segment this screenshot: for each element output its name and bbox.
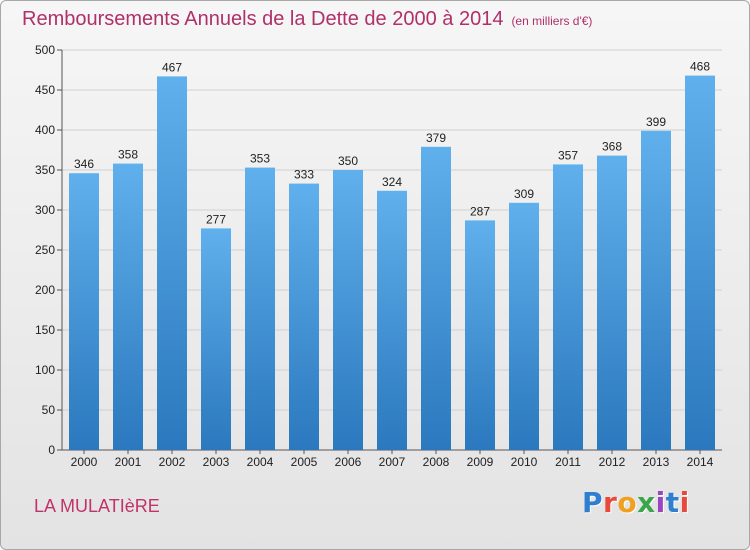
bar [201, 228, 231, 450]
y-tick-label: 350 [35, 163, 55, 177]
y-tick-label: 500 [35, 43, 55, 57]
y-tick-label: 450 [35, 83, 55, 97]
y-tick-label: 300 [35, 203, 55, 217]
logo-letter: i [655, 486, 666, 519]
bar-value-label: 368 [602, 140, 622, 154]
logo-letter: P [582, 486, 604, 519]
bar-value-label: 357 [558, 148, 578, 162]
x-tick-label: 2010 [511, 455, 538, 469]
bar-value-label: 468 [690, 60, 710, 74]
bar-value-label: 309 [514, 187, 534, 201]
bar-value-label: 324 [382, 175, 402, 189]
bar [69, 173, 99, 450]
x-tick-label: 2013 [643, 455, 670, 469]
x-tick-label: 2007 [379, 455, 406, 469]
y-tick-label: 100 [35, 363, 55, 377]
y-tick-label: 50 [42, 403, 56, 417]
proxiti-logo: Proxiti [582, 486, 690, 519]
y-tick-label: 150 [35, 323, 55, 337]
x-tick-label: 2003 [203, 455, 230, 469]
y-tick-label: 250 [35, 243, 55, 257]
bar [333, 170, 363, 450]
bar-value-label: 277 [206, 212, 226, 226]
bar-value-label: 379 [426, 131, 446, 145]
x-tick-label: 2011 [555, 455, 581, 469]
x-tick-label: 2004 [247, 455, 274, 469]
logo-letter: x [637, 486, 656, 519]
bar-value-label: 333 [294, 168, 314, 182]
y-tick-label: 200 [35, 283, 55, 297]
bar [377, 190, 407, 451]
commune-name: LA MULATIèRE [34, 496, 160, 516]
bar-value-label: 346 [74, 157, 94, 171]
logo-letter: t [665, 486, 680, 519]
y-tick-label: 400 [35, 123, 55, 137]
logo-letter: i [679, 486, 690, 519]
x-tick-label: 2001 [115, 455, 142, 469]
bar-value-label: 353 [250, 152, 270, 166]
bar [245, 167, 275, 450]
bar [465, 220, 495, 450]
bar [157, 76, 187, 451]
bar [685, 75, 715, 450]
x-tick-label: 2014 [687, 455, 714, 469]
chart-title: Remboursements Annuels de la Dette de 20… [22, 8, 504, 30]
logo-letter: o [617, 486, 638, 519]
x-tick-label: 2012 [599, 455, 626, 469]
logo-letter: r [603, 486, 618, 519]
x-tick-label: 2002 [159, 455, 186, 469]
bar-value-label: 467 [162, 60, 182, 74]
bar [597, 155, 627, 450]
chart-title-block: Remboursements Annuels de la Dette de 20… [22, 8, 592, 31]
x-tick-label: 2009 [467, 455, 494, 469]
bar-value-label: 358 [118, 148, 138, 162]
bar-value-label: 350 [338, 154, 358, 168]
x-tick-label: 2006 [335, 455, 362, 469]
y-tick-label: 0 [48, 443, 55, 457]
x-tick-label: 2005 [291, 455, 318, 469]
bar [421, 146, 451, 451]
bar [641, 130, 671, 451]
bar [289, 183, 319, 450]
x-tick-label: 2008 [423, 455, 450, 469]
bar [553, 164, 583, 450]
chart-unit: (en milliers d'€) [511, 14, 593, 28]
bar [113, 163, 143, 450]
bar-value-label: 399 [646, 115, 666, 129]
x-tick-label: 2000 [71, 455, 98, 469]
bar-value-label: 287 [470, 204, 490, 218]
bar [509, 202, 539, 450]
